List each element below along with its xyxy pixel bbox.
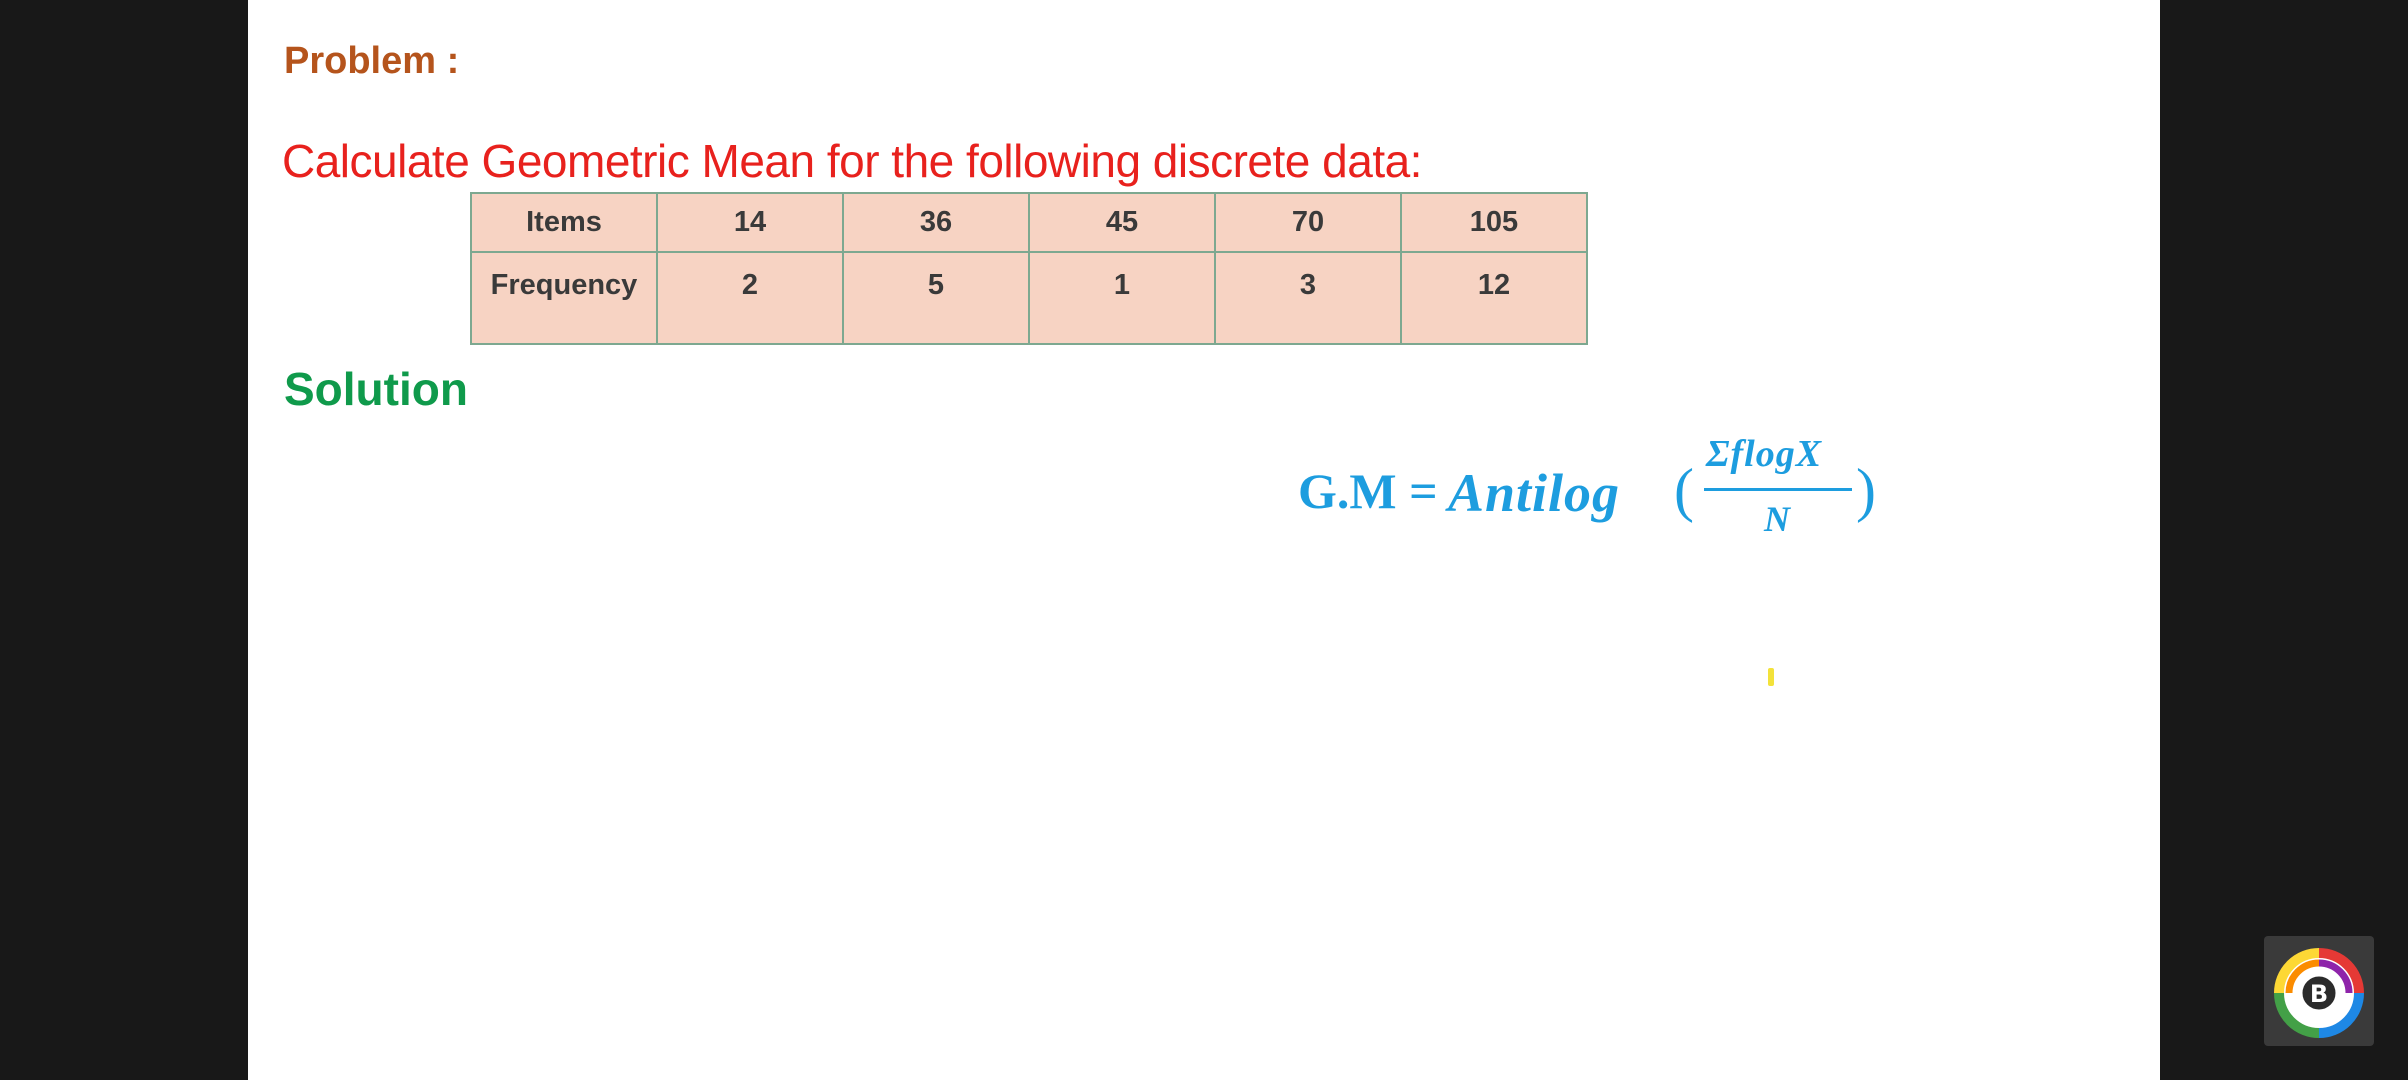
table-cell-label: Frequency <box>470 251 658 345</box>
formula-lhs: G.M = <box>1298 463 1438 519</box>
circular-b-logo-icon: B <box>2274 948 2364 1038</box>
formula-fraction-bar <box>1704 488 1852 491</box>
table-cell: 70 <box>1214 192 1402 253</box>
table-cell: 12 <box>1400 251 1588 345</box>
svg-text:B: B <box>2310 980 2328 1008</box>
table-row-frequency: Frequency 2 5 1 3 12 <box>470 251 1588 345</box>
solution-heading: Solution <box>284 363 468 415</box>
cursor-marker <box>1768 668 1774 686</box>
table-cell: 1 <box>1028 251 1216 345</box>
table-cell: 2 <box>656 251 844 345</box>
table-cell: 3 <box>1214 251 1402 345</box>
problem-question: Calculate Geometric Mean for the followi… <box>282 135 1422 187</box>
problem-heading: Problem : <box>284 40 460 82</box>
letterbox-right <box>2160 0 2408 1080</box>
data-table: Items 14 36 45 70 105 Frequency 2 5 1 3 … <box>470 192 1588 345</box>
table-cell: 5 <box>842 251 1030 345</box>
table-cell: 105 <box>1400 192 1588 253</box>
letterbox-left <box>0 0 248 1080</box>
table-row-items: Items 14 36 45 70 105 <box>470 192 1588 253</box>
table-cell: 45 <box>1028 192 1216 253</box>
formula-function: Antilog <box>1448 463 1621 523</box>
formula-denominator: N <box>1764 499 1790 539</box>
formula-numerator: ΣflogX <box>1706 433 1823 475</box>
formula-open-paren: ( <box>1674 457 1694 523</box>
channel-logo[interactable]: B <box>2264 936 2374 1046</box>
formula-close-paren: ) <box>1856 457 1876 523</box>
table-cell-label: Items <box>470 192 658 253</box>
table-cell: 14 <box>656 192 844 253</box>
slide: Problem : Calculate Geometric Mean for t… <box>248 0 2160 1080</box>
table-cell: 36 <box>842 192 1030 253</box>
